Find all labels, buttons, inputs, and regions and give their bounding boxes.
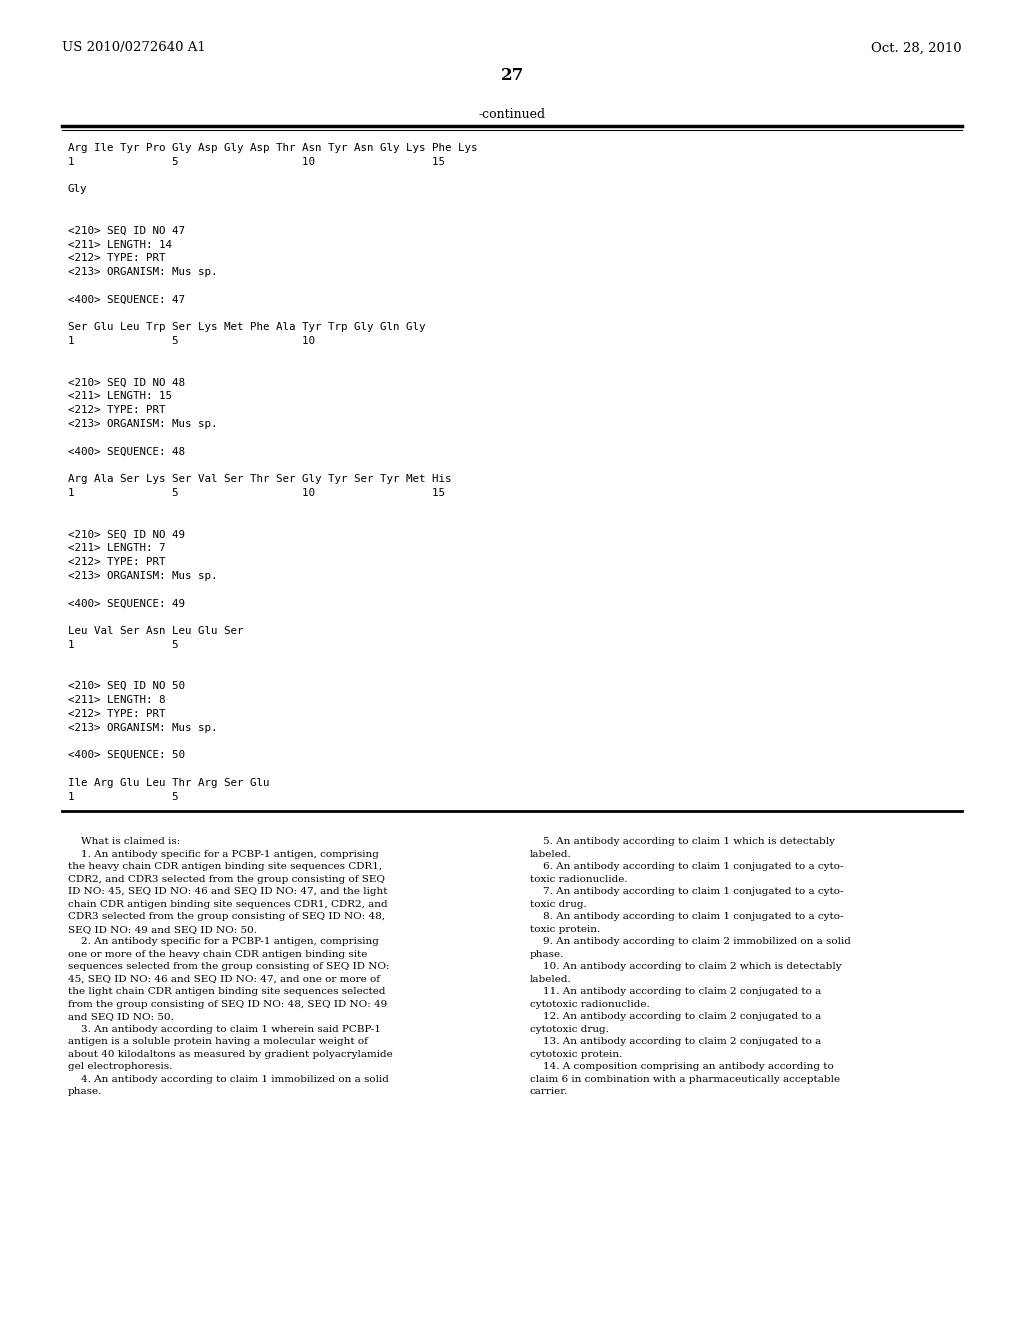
Text: cytotoxic protein.: cytotoxic protein.	[530, 1049, 623, 1059]
Text: <210> SEQ ID NO 49: <210> SEQ ID NO 49	[68, 529, 185, 540]
Text: labeled.: labeled.	[530, 850, 571, 859]
Text: 14. A composition comprising an antibody according to: 14. A composition comprising an antibody…	[530, 1063, 834, 1072]
Text: chain CDR antigen binding site sequences CDR1, CDR2, and: chain CDR antigen binding site sequences…	[68, 900, 388, 909]
Text: Ile Arg Glu Leu Thr Arg Ser Glu: Ile Arg Glu Leu Thr Arg Ser Glu	[68, 777, 269, 788]
Text: <210> SEQ ID NO 50: <210> SEQ ID NO 50	[68, 681, 185, 692]
Text: 5. An antibody according to claim 1 which is detectably: 5. An antibody according to claim 1 whic…	[530, 837, 835, 846]
Text: 1. An antibody specific for a PCBP-1 antigen, comprising: 1. An antibody specific for a PCBP-1 ant…	[68, 850, 379, 859]
Text: the heavy chain CDR antigen binding site sequences CDR1,: the heavy chain CDR antigen binding site…	[68, 862, 382, 871]
Text: <400> SEQUENCE: 48: <400> SEQUENCE: 48	[68, 446, 185, 457]
Text: 45, SEQ ID NO: 46 and SEQ ID NO: 47, and one or more of: 45, SEQ ID NO: 46 and SEQ ID NO: 47, and…	[68, 975, 380, 983]
Text: 3. An antibody according to claim 1 wherein said PCBP-1: 3. An antibody according to claim 1 wher…	[68, 1024, 381, 1034]
Text: antigen is a soluble protein having a molecular weight of: antigen is a soluble protein having a mo…	[68, 1038, 368, 1047]
Text: 6. An antibody according to claim 1 conjugated to a cyto-: 6. An antibody according to claim 1 conj…	[530, 862, 844, 871]
Text: CDR3 selected from the group consisting of SEQ ID NO: 48,: CDR3 selected from the group consisting …	[68, 912, 385, 921]
Text: SEQ ID NO: 49 and SEQ ID NO: 50.: SEQ ID NO: 49 and SEQ ID NO: 50.	[68, 925, 257, 935]
Text: 12. An antibody according to claim 2 conjugated to a: 12. An antibody according to claim 2 con…	[530, 1012, 821, 1022]
Text: <212> TYPE: PRT: <212> TYPE: PRT	[68, 557, 166, 568]
Text: <213> ORGANISM: Mus sp.: <213> ORGANISM: Mus sp.	[68, 418, 217, 429]
Text: from the group consisting of SEQ ID NO: 48, SEQ ID NO: 49: from the group consisting of SEQ ID NO: …	[68, 1001, 387, 1008]
Text: toxic radionuclide.: toxic radionuclide.	[530, 875, 628, 884]
Text: 27: 27	[501, 66, 523, 83]
Text: 11. An antibody according to claim 2 conjugated to a: 11. An antibody according to claim 2 con…	[530, 987, 821, 997]
Text: 1               5                   10: 1 5 10	[68, 337, 315, 346]
Text: <400> SEQUENCE: 49: <400> SEQUENCE: 49	[68, 598, 185, 609]
Text: <211> LENGTH: 7: <211> LENGTH: 7	[68, 544, 166, 553]
Text: <211> LENGTH: 8: <211> LENGTH: 8	[68, 696, 166, 705]
Text: 8. An antibody according to claim 1 conjugated to a cyto-: 8. An antibody according to claim 1 conj…	[530, 912, 844, 921]
Text: sequences selected from the group consisting of SEQ ID NO:: sequences selected from the group consis…	[68, 962, 389, 972]
Text: ID NO: 45, SEQ ID NO: 46 and SEQ ID NO: 47, and the light: ID NO: 45, SEQ ID NO: 46 and SEQ ID NO: …	[68, 887, 387, 896]
Text: Arg Ile Tyr Pro Gly Asp Gly Asp Thr Asn Tyr Asn Gly Lys Phe Lys: Arg Ile Tyr Pro Gly Asp Gly Asp Thr Asn …	[68, 143, 477, 153]
Text: 7. An antibody according to claim 1 conjugated to a cyto-: 7. An antibody according to claim 1 conj…	[530, 887, 844, 896]
Text: Gly: Gly	[68, 185, 87, 194]
Text: 1               5: 1 5	[68, 792, 178, 801]
Text: 1               5                   10                  15: 1 5 10 15	[68, 488, 445, 498]
Text: 13. An antibody according to claim 2 conjugated to a: 13. An antibody according to claim 2 con…	[530, 1038, 821, 1047]
Text: toxic drug.: toxic drug.	[530, 900, 587, 909]
Text: 1               5                   10                  15: 1 5 10 15	[68, 157, 445, 166]
Text: <210> SEQ ID NO 48: <210> SEQ ID NO 48	[68, 378, 185, 388]
Text: gel electrophoresis.: gel electrophoresis.	[68, 1063, 172, 1072]
Text: <400> SEQUENCE: 47: <400> SEQUENCE: 47	[68, 294, 185, 305]
Text: labeled.: labeled.	[530, 975, 571, 983]
Text: Oct. 28, 2010: Oct. 28, 2010	[871, 41, 962, 54]
Text: <213> ORGANISM: Mus sp.: <213> ORGANISM: Mus sp.	[68, 267, 217, 277]
Text: cytotoxic drug.: cytotoxic drug.	[530, 1024, 609, 1034]
Text: claim 6 in combination with a pharmaceutically acceptable: claim 6 in combination with a pharmaceut…	[530, 1074, 840, 1084]
Text: What is claimed is:: What is claimed is:	[68, 837, 180, 846]
Text: about 40 kilodaltons as measured by gradient polyacrylamide: about 40 kilodaltons as measured by grad…	[68, 1049, 393, 1059]
Text: <212> TYPE: PRT: <212> TYPE: PRT	[68, 253, 166, 264]
Text: phase.: phase.	[530, 950, 564, 958]
Text: Leu Val Ser Asn Leu Glu Ser: Leu Val Ser Asn Leu Glu Ser	[68, 626, 244, 636]
Text: 4. An antibody according to claim 1 immobilized on a solid: 4. An antibody according to claim 1 immo…	[68, 1074, 389, 1084]
Text: 2. An antibody specific for a PCBP-1 antigen, comprising: 2. An antibody specific for a PCBP-1 ant…	[68, 937, 379, 946]
Text: 9. An antibody according to claim 2 immobilized on a solid: 9. An antibody according to claim 2 immo…	[530, 937, 851, 946]
Text: phase.: phase.	[68, 1088, 102, 1097]
Text: 1               5: 1 5	[68, 640, 178, 649]
Text: -continued: -continued	[478, 108, 546, 121]
Text: 10. An antibody according to claim 2 which is detectably: 10. An antibody according to claim 2 whi…	[530, 962, 842, 972]
Text: Ser Glu Leu Trp Ser Lys Met Phe Ala Tyr Trp Gly Gln Gly: Ser Glu Leu Trp Ser Lys Met Phe Ala Tyr …	[68, 322, 426, 333]
Text: <210> SEQ ID NO 47: <210> SEQ ID NO 47	[68, 226, 185, 236]
Text: <213> ORGANISM: Mus sp.: <213> ORGANISM: Mus sp.	[68, 570, 217, 581]
Text: <213> ORGANISM: Mus sp.: <213> ORGANISM: Mus sp.	[68, 722, 217, 733]
Text: <211> LENGTH: 15: <211> LENGTH: 15	[68, 392, 172, 401]
Text: Arg Ala Ser Lys Ser Val Ser Thr Ser Gly Tyr Ser Tyr Met His: Arg Ala Ser Lys Ser Val Ser Thr Ser Gly …	[68, 474, 452, 484]
Text: cytotoxic radionuclide.: cytotoxic radionuclide.	[530, 1001, 650, 1008]
Text: toxic protein.: toxic protein.	[530, 925, 600, 935]
Text: <212> TYPE: PRT: <212> TYPE: PRT	[68, 709, 166, 719]
Text: carrier.: carrier.	[530, 1088, 568, 1097]
Text: <211> LENGTH: 14: <211> LENGTH: 14	[68, 240, 172, 249]
Text: one or more of the heavy chain CDR antigen binding site: one or more of the heavy chain CDR antig…	[68, 950, 368, 958]
Text: <400> SEQUENCE: 50: <400> SEQUENCE: 50	[68, 750, 185, 760]
Text: and SEQ ID NO: 50.: and SEQ ID NO: 50.	[68, 1012, 174, 1022]
Text: CDR2, and CDR3 selected from the group consisting of SEQ: CDR2, and CDR3 selected from the group c…	[68, 875, 385, 884]
Text: <212> TYPE: PRT: <212> TYPE: PRT	[68, 405, 166, 416]
Text: the light chain CDR antigen binding site sequences selected: the light chain CDR antigen binding site…	[68, 987, 385, 997]
Text: US 2010/0272640 A1: US 2010/0272640 A1	[62, 41, 206, 54]
